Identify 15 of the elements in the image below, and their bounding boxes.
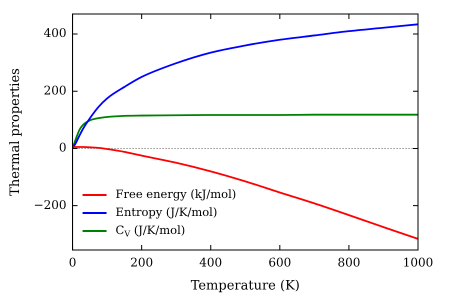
x-axis-title: Temperature (K) (190, 278, 300, 294)
line-series (72, 146, 418, 240)
x-tick-label: 0 (68, 255, 76, 270)
legend-label: Entropy (J/K/mol) (116, 204, 218, 219)
x-tick-label: 1000 (402, 255, 434, 270)
x-tick-label: 800 (337, 255, 360, 270)
legend-label: Free energy (kJ/mol) (116, 186, 236, 201)
x-tick-label: 400 (199, 255, 222, 270)
y-tick-label: 200 (44, 83, 67, 98)
y-axis-title: Thermal properties (8, 68, 24, 196)
y-tick-label: −200 (34, 198, 67, 212)
x-tick-label: 600 (268, 255, 292, 270)
y-tick-label: 0 (58, 140, 67, 155)
x-tick-label: 200 (130, 255, 154, 270)
y-tick-label: 400 (44, 26, 67, 40)
